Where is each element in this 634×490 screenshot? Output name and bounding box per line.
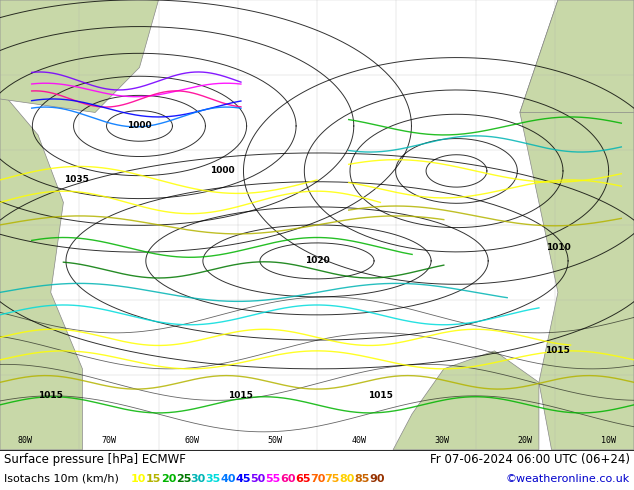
Text: 1035: 1035 — [63, 175, 89, 184]
Text: 1015: 1015 — [368, 392, 393, 400]
Text: 30: 30 — [191, 474, 206, 484]
Polygon shape — [520, 0, 634, 450]
Text: Fr 07-06-2024 06:00 UTC (06+24): Fr 07-06-2024 06:00 UTC (06+24) — [430, 453, 630, 466]
Text: 10W: 10W — [601, 436, 616, 445]
Text: 1015: 1015 — [38, 392, 63, 400]
Text: 1010: 1010 — [545, 243, 571, 252]
Text: 1015: 1015 — [228, 392, 254, 400]
Polygon shape — [520, 0, 634, 113]
Text: 85: 85 — [354, 474, 370, 484]
Text: 65: 65 — [295, 474, 311, 484]
Text: 60W: 60W — [184, 436, 200, 445]
Text: 80: 80 — [340, 474, 355, 484]
Text: 50: 50 — [250, 474, 266, 484]
Text: ©weatheronline.co.uk: ©weatheronline.co.uk — [506, 474, 630, 484]
Text: 1000: 1000 — [210, 167, 234, 175]
Text: 70W: 70W — [101, 436, 116, 445]
Text: 80W: 80W — [18, 436, 33, 445]
Text: 50W: 50W — [268, 436, 283, 445]
Text: 25: 25 — [176, 474, 191, 484]
Polygon shape — [0, 0, 82, 450]
Text: 45: 45 — [235, 474, 251, 484]
Text: 1020: 1020 — [304, 256, 330, 266]
Text: 30W: 30W — [434, 436, 450, 445]
Text: 20: 20 — [161, 474, 176, 484]
Polygon shape — [0, 0, 158, 113]
Text: 55: 55 — [265, 474, 280, 484]
Text: 75: 75 — [325, 474, 340, 484]
Text: 90: 90 — [370, 474, 385, 484]
Polygon shape — [393, 351, 539, 450]
Text: 35: 35 — [205, 474, 221, 484]
Text: Isotachs 10m (km/h): Isotachs 10m (km/h) — [4, 474, 122, 484]
Text: 60: 60 — [280, 474, 295, 484]
Text: 1000: 1000 — [127, 122, 152, 130]
Text: 20W: 20W — [518, 436, 533, 445]
Text: 40W: 40W — [351, 436, 366, 445]
Text: 70: 70 — [310, 474, 325, 484]
Text: 40: 40 — [221, 474, 236, 484]
Text: 10: 10 — [131, 474, 146, 484]
Text: 1015: 1015 — [545, 346, 571, 355]
Text: Surface pressure [hPa] ECMWF: Surface pressure [hPa] ECMWF — [4, 453, 186, 466]
Text: 15: 15 — [146, 474, 161, 484]
